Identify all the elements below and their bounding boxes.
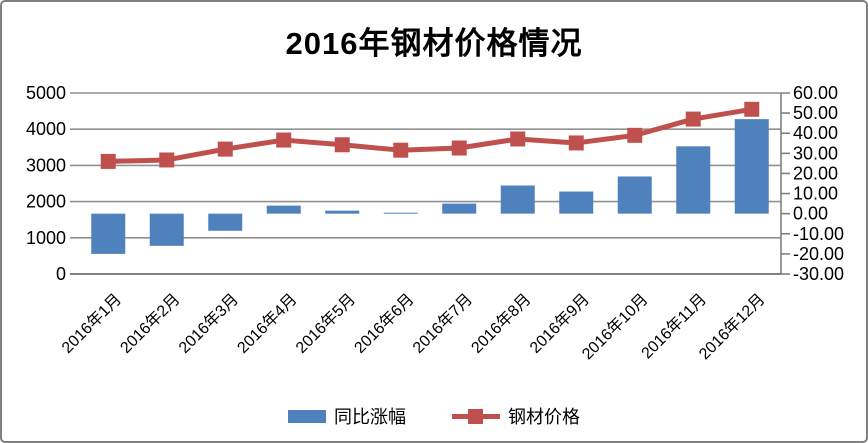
line-series-swatch-icon: [452, 408, 500, 425]
x-axis-tick-label: 2016年7月: [409, 290, 476, 357]
right-axis-tick-label: 60.00: [793, 83, 838, 103]
price-marker-2016年5月: [334, 137, 350, 153]
price-line: [108, 106, 753, 164]
x-axis-tick-label: 2016年8月: [468, 290, 535, 357]
left-axis-tick-label: 5000: [26, 83, 66, 103]
bar-series-swatch-icon: [288, 409, 326, 423]
line-swatch-marker-icon: [468, 408, 483, 424]
right-axis-tick-label: 30.00: [793, 143, 838, 163]
x-axis-tick-label: 2016年5月: [292, 290, 359, 357]
x-axis-tick-label: 2016年4月: [234, 290, 301, 357]
right-axis-tick-label: -20.00: [793, 244, 844, 264]
legend-item-bar-series: 同比涨幅: [288, 403, 406, 429]
left-axis-tick-label: 2000: [26, 192, 66, 212]
bar-2016年5月: [325, 210, 360, 214]
bar-2016年9月: [559, 191, 594, 214]
right-axis-tick-label: 10.00: [793, 184, 838, 204]
right-axis-tick-label: 50.00: [793, 103, 838, 123]
bar-2016年4月: [266, 205, 301, 214]
left-axis-tick-label: 3000: [26, 155, 66, 175]
x-axis-tick-label: 2016年2月: [117, 290, 184, 357]
bar-2016年7月: [442, 203, 477, 214]
price-marker-2016年2月: [159, 152, 175, 168]
price-marker-2016年12月: [744, 101, 760, 117]
right-axis-tick-label: 40.00: [793, 123, 838, 143]
legend-item-line-series: 钢材价格: [452, 403, 580, 429]
price-marker-2016年9月: [568, 135, 584, 151]
bar-2016年8月: [500, 185, 535, 214]
legend-label-line-series: 钢材价格: [508, 407, 580, 427]
price-marker-2016年6月: [393, 142, 409, 158]
x-axis-tick-label: 2016年3月: [175, 290, 242, 357]
bar-2016年11月: [676, 146, 711, 214]
price-marker-2016年4月: [276, 132, 292, 148]
price-marker-2016年1月: [100, 153, 116, 169]
x-axis-tick-label: 2016年6月: [351, 290, 418, 357]
price-marker-2016年7月: [451, 140, 467, 156]
legend-label-bar-series: 同比涨幅: [334, 407, 406, 427]
x-axis-tick-label: 2016年1月: [58, 290, 125, 357]
chart-title: 2016年钢材价格情况: [285, 26, 583, 61]
bar-2016年6月: [383, 212, 418, 214]
bar-2016年2月: [149, 213, 184, 246]
price-marker-2016年3月: [217, 141, 233, 157]
right-axis-tick-label: 0.00: [793, 204, 828, 224]
price-marker-2016年8月: [510, 131, 526, 147]
legend: 同比涨幅 钢材价格: [2, 403, 866, 429]
price-marker-2016年11月: [685, 111, 701, 127]
left-axis-tick-label: 4000: [26, 119, 66, 139]
bar-2016年1月: [91, 213, 126, 254]
price-marker-2016年10月: [627, 127, 643, 143]
right-axis-tick-label: 20.00: [793, 163, 838, 183]
left-axis-tick-label: 1000: [26, 228, 66, 248]
left-axis-tick-label: 0: [56, 264, 66, 284]
bar-2016年12月: [734, 119, 769, 214]
bar-2016年3月: [208, 213, 243, 231]
right-axis-tick-label: -30.00: [793, 264, 844, 284]
bar-2016年10月: [617, 176, 652, 214]
right-axis-tick-label: -10.00: [793, 224, 844, 244]
